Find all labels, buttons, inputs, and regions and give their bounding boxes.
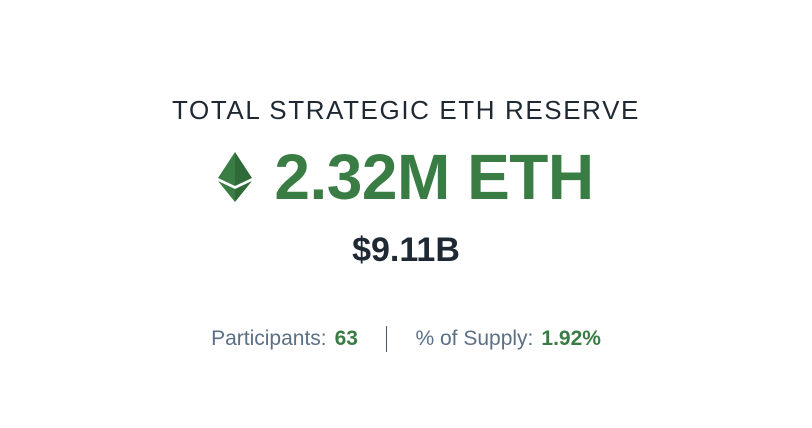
reserve-usd-value: $9.11B — [352, 231, 460, 269]
participants-label: Participants: — [211, 327, 327, 350]
reserve-stats: Participants: 63 % of Supply: 1.92% — [211, 324, 601, 354]
ethereum-icon — [218, 152, 253, 202]
participants-value: 63 — [334, 327, 358, 350]
supply-value: 1.92% — [541, 327, 601, 350]
reserve-amount-row: 2.32M ETH — [218, 141, 594, 213]
stats-divider — [385, 326, 388, 352]
supply-label: % of Supply: — [415, 327, 534, 350]
reserve-title: TOTAL STRATEGIC ETH RESERVE — [172, 95, 640, 125]
reserve-eth-amount: 2.32M ETH — [274, 141, 594, 213]
